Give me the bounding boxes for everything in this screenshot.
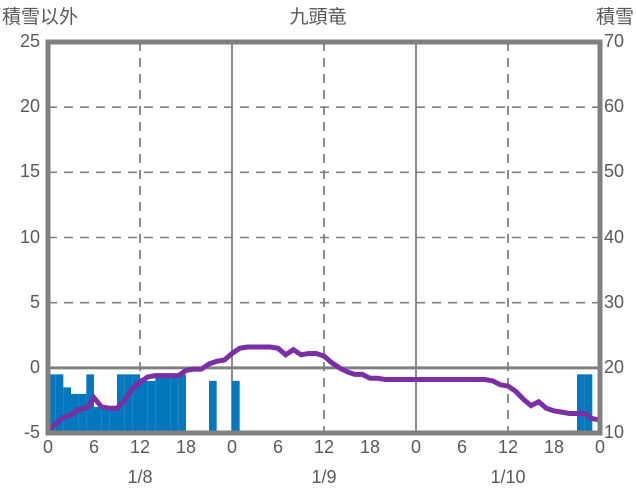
right-axis-title: 積雪 [595, 7, 634, 28]
x-axis-day-label: 1/8 [127, 467, 153, 487]
left-axis-tick: 5 [29, 291, 40, 312]
left-axis-tick: 15 [19, 161, 40, 182]
gridlines [48, 42, 600, 433]
right-axis-tick: 70 [604, 31, 625, 51]
snow-bar [55, 374, 64, 433]
snow-bar [163, 374, 171, 433]
snow-bar [48, 374, 56, 433]
x-axis-tick: 12 [497, 437, 519, 457]
snow-bar [155, 374, 163, 433]
left-axis-title: 積雪以外 [2, 7, 79, 28]
x-axis-tick: 0 [410, 437, 421, 457]
plot-frame [45, 39, 603, 436]
snow-bar [94, 406, 102, 433]
x-axis-tick: 6 [272, 437, 283, 457]
x-axis-tick: 6 [456, 437, 467, 457]
chart-title: 九頭竜 [289, 7, 347, 28]
right-axis-tick: 30 [604, 291, 625, 312]
snow-bar [584, 374, 593, 433]
snow-bar [132, 374, 140, 433]
snow-bar [101, 406, 110, 433]
right-axis-tick: 20 [604, 356, 625, 377]
frame-rect [45, 39, 603, 436]
snow-bar [124, 374, 133, 433]
snow-bar [170, 374, 179, 433]
snow-bar [178, 374, 186, 433]
x-axis-tick: 12 [313, 437, 335, 457]
left-axis-tick: 25 [19, 31, 40, 51]
snow-bar [63, 387, 71, 433]
x-axis-day-label: 1/9 [311, 467, 337, 487]
snow-bar [209, 380, 217, 433]
x-axis-tick: 0 [42, 437, 53, 457]
snow-bar [577, 374, 585, 433]
right-axis-tick: 50 [604, 161, 625, 182]
x-axis-tick: 18 [359, 437, 381, 457]
x-axis-tick: 18 [175, 437, 197, 457]
snow-depth-bars [48, 374, 593, 433]
x-axis-tick: 18 [543, 437, 565, 457]
snow-bar [78, 393, 87, 433]
left-axis-tick: 20 [19, 96, 40, 117]
x-axis-day-label: 1/10 [490, 467, 526, 487]
right-axis-tick: 40 [604, 226, 625, 247]
x-axis-tick: 12 [129, 437, 151, 457]
snow-bar [232, 380, 240, 433]
left-axis-tick: 0 [29, 356, 40, 377]
temperature-line [46, 344, 601, 433]
x-axis-tick: 6 [88, 437, 99, 457]
right-axis-tick: 60 [604, 96, 625, 117]
x-axis-tick: 0 [594, 437, 605, 457]
snow-bar [140, 380, 148, 433]
left-axis-tick: 10 [19, 226, 40, 247]
snow-bar [109, 406, 117, 433]
temperature-polyline [46, 344, 601, 433]
left-axis-tick: -5 [23, 422, 40, 442]
snow-bar [147, 380, 156, 433]
right-axis-tick: 10 [604, 422, 625, 442]
x-axis-tick: 0 [226, 437, 237, 457]
